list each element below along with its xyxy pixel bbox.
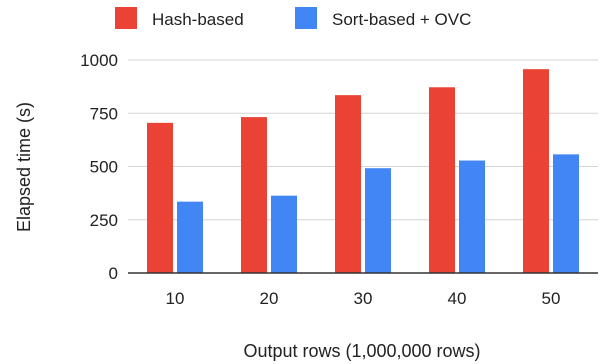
x-tick-label: 20 [260, 289, 279, 308]
bar-hash-based-50 [523, 69, 549, 273]
bar-hash-based-30 [335, 95, 361, 274]
y-tick-label: 500 [90, 158, 118, 177]
bar-sort-based-ovc-20 [271, 195, 297, 273]
y-tick-labels: 0 250 500 750 1000 [80, 51, 118, 283]
bar-sort-based-ovc-30 [365, 168, 391, 273]
bar-sort-based-ovc-10 [177, 201, 203, 273]
x-tick-label: 50 [542, 289, 561, 308]
bar-hash-based-20 [241, 117, 267, 273]
bar-hash-based-40 [429, 87, 455, 273]
gridlines [128, 59, 598, 221]
bars [147, 69, 579, 274]
x-tick-label: 30 [354, 289, 373, 308]
legend-label-hash-based: Hash-based [152, 10, 244, 29]
legend-swatch-hash-based [115, 7, 137, 29]
y-axis-title: Elapsed time (s) [14, 102, 34, 232]
x-tick-label: 10 [166, 289, 185, 308]
x-tick-labels: 10 20 30 40 50 [166, 289, 561, 308]
x-tick-label: 40 [448, 289, 467, 308]
bar-sort-based-ovc-50 [553, 154, 579, 273]
bar-sort-based-ovc-40 [459, 160, 485, 273]
x-axis-title: Output rows (1,000,000 rows) [243, 341, 480, 361]
bar-hash-based-10 [147, 122, 173, 274]
legend: Hash-based Sort-based + OVC [115, 7, 471, 29]
y-tick-label: 1000 [80, 51, 118, 70]
y-tick-label: 250 [90, 211, 118, 230]
legend-swatch-sort-based-ovc [295, 7, 317, 29]
y-tick-label: 0 [109, 264, 118, 283]
y-tick-label: 750 [90, 104, 118, 123]
legend-label-sort-based-ovc: Sort-based + OVC [332, 10, 471, 29]
